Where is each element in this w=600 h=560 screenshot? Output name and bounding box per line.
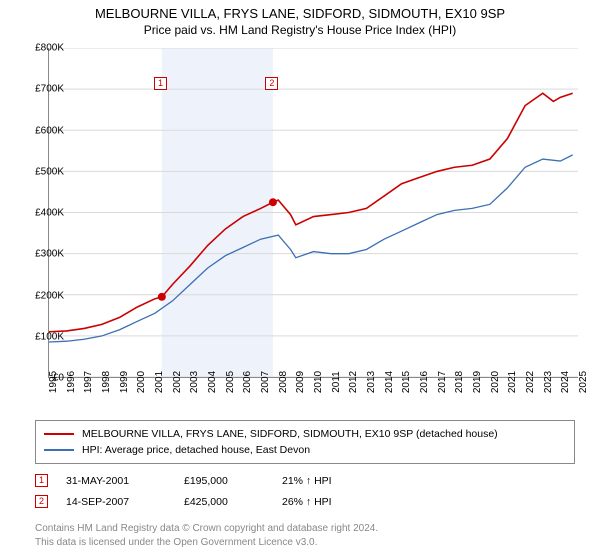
x-tick-label: 1995 [48, 371, 59, 393]
sale-row: 2 14-SEP-2007 £425,000 26% ↑ HPI [35, 491, 575, 512]
x-tick-label: 2022 [525, 371, 536, 393]
plot-area [48, 48, 578, 378]
x-tick-label: 2021 [507, 371, 518, 393]
legend: MELBOURNE VILLA, FRYS LANE, SIDFORD, SID… [35, 420, 575, 464]
x-tick-label: 1999 [119, 371, 130, 393]
chart-svg [49, 48, 578, 377]
x-tick-label: 1998 [101, 371, 112, 393]
y-tick-label: £100K [35, 331, 64, 342]
x-tick-label: 2015 [401, 371, 412, 393]
y-tick-label: £600K [35, 125, 64, 136]
y-tick-label: £400K [35, 208, 64, 219]
title-block: MELBOURNE VILLA, FRYS LANE, SIDFORD, SID… [0, 0, 600, 37]
x-tick-label: 2020 [490, 371, 501, 393]
legend-swatch [44, 449, 74, 451]
y-tick-label: £500K [35, 166, 64, 177]
x-tick-label: 2017 [437, 371, 448, 393]
y-tick-label: £300K [35, 249, 64, 260]
footer-line-2: This data is licensed under the Open Gov… [35, 536, 378, 550]
x-tick-label: 2024 [560, 371, 571, 393]
sale-callout-1: 1 [154, 77, 167, 90]
x-tick-label: 2009 [295, 371, 306, 393]
sale-hpi-diff: 26% ↑ HPI [282, 496, 372, 508]
x-tick-label: 2012 [348, 371, 359, 393]
x-tick-label: 2023 [543, 371, 554, 393]
sale-marker-box: 1 [35, 474, 48, 487]
sale-row: 1 31-MAY-2001 £195,000 21% ↑ HPI [35, 470, 575, 491]
x-tick-label: 2018 [454, 371, 465, 393]
x-tick-label: 2004 [207, 371, 218, 393]
x-tick-label: 2008 [278, 371, 289, 393]
x-tick-label: 2002 [172, 371, 183, 393]
x-tick-label: 2014 [384, 371, 395, 393]
sale-hpi-diff: 21% ↑ HPI [282, 475, 372, 487]
x-tick-label: 2019 [472, 371, 483, 393]
x-tick-label: 2016 [419, 371, 430, 393]
x-tick-label: 1997 [83, 371, 94, 393]
x-tick-label: 2013 [366, 371, 377, 393]
legend-item: HPI: Average price, detached house, East… [44, 442, 566, 458]
x-tick-label: 2007 [260, 371, 271, 393]
legend-swatch [44, 433, 74, 435]
sale-date: 31-MAY-2001 [66, 475, 166, 487]
y-tick-label: £700K [35, 84, 64, 95]
legend-item: MELBOURNE VILLA, FRYS LANE, SIDFORD, SID… [44, 426, 566, 442]
x-tick-label: 2010 [313, 371, 324, 393]
sale-callout-2: 2 [265, 77, 278, 90]
chart-title: MELBOURNE VILLA, FRYS LANE, SIDFORD, SID… [0, 6, 600, 21]
sale-marker-box: 2 [35, 495, 48, 508]
sale-price: £195,000 [184, 475, 264, 487]
x-tick-label: 2000 [136, 371, 147, 393]
sale-date: 14-SEP-2007 [66, 496, 166, 508]
legend-label: HPI: Average price, detached house, East… [82, 444, 310, 456]
y-tick-label: £200K [35, 290, 64, 301]
footer-attribution: Contains HM Land Registry data © Crown c… [35, 522, 378, 549]
x-tick-label: 2025 [578, 371, 589, 393]
y-tick-label: £800K [35, 43, 64, 54]
x-tick-label: 2003 [189, 371, 200, 393]
x-tick-label: 2011 [331, 371, 342, 393]
x-tick-label: 2005 [225, 371, 236, 393]
chart-subtitle: Price paid vs. HM Land Registry's House … [0, 23, 600, 37]
legend-label: MELBOURNE VILLA, FRYS LANE, SIDFORD, SID… [82, 428, 498, 440]
footer-line-1: Contains HM Land Registry data © Crown c… [35, 522, 378, 536]
x-tick-label: 1996 [66, 371, 77, 393]
sales-table: 1 31-MAY-2001 £195,000 21% ↑ HPI 2 14-SEP-200… [35, 470, 575, 512]
x-tick-label: 2006 [242, 371, 253, 393]
sale-price: £425,000 [184, 496, 264, 508]
chart-container: MELBOURNE VILLA, FRYS LANE, SIDFORD, SID… [0, 0, 600, 560]
x-tick-label: 2001 [154, 371, 165, 393]
